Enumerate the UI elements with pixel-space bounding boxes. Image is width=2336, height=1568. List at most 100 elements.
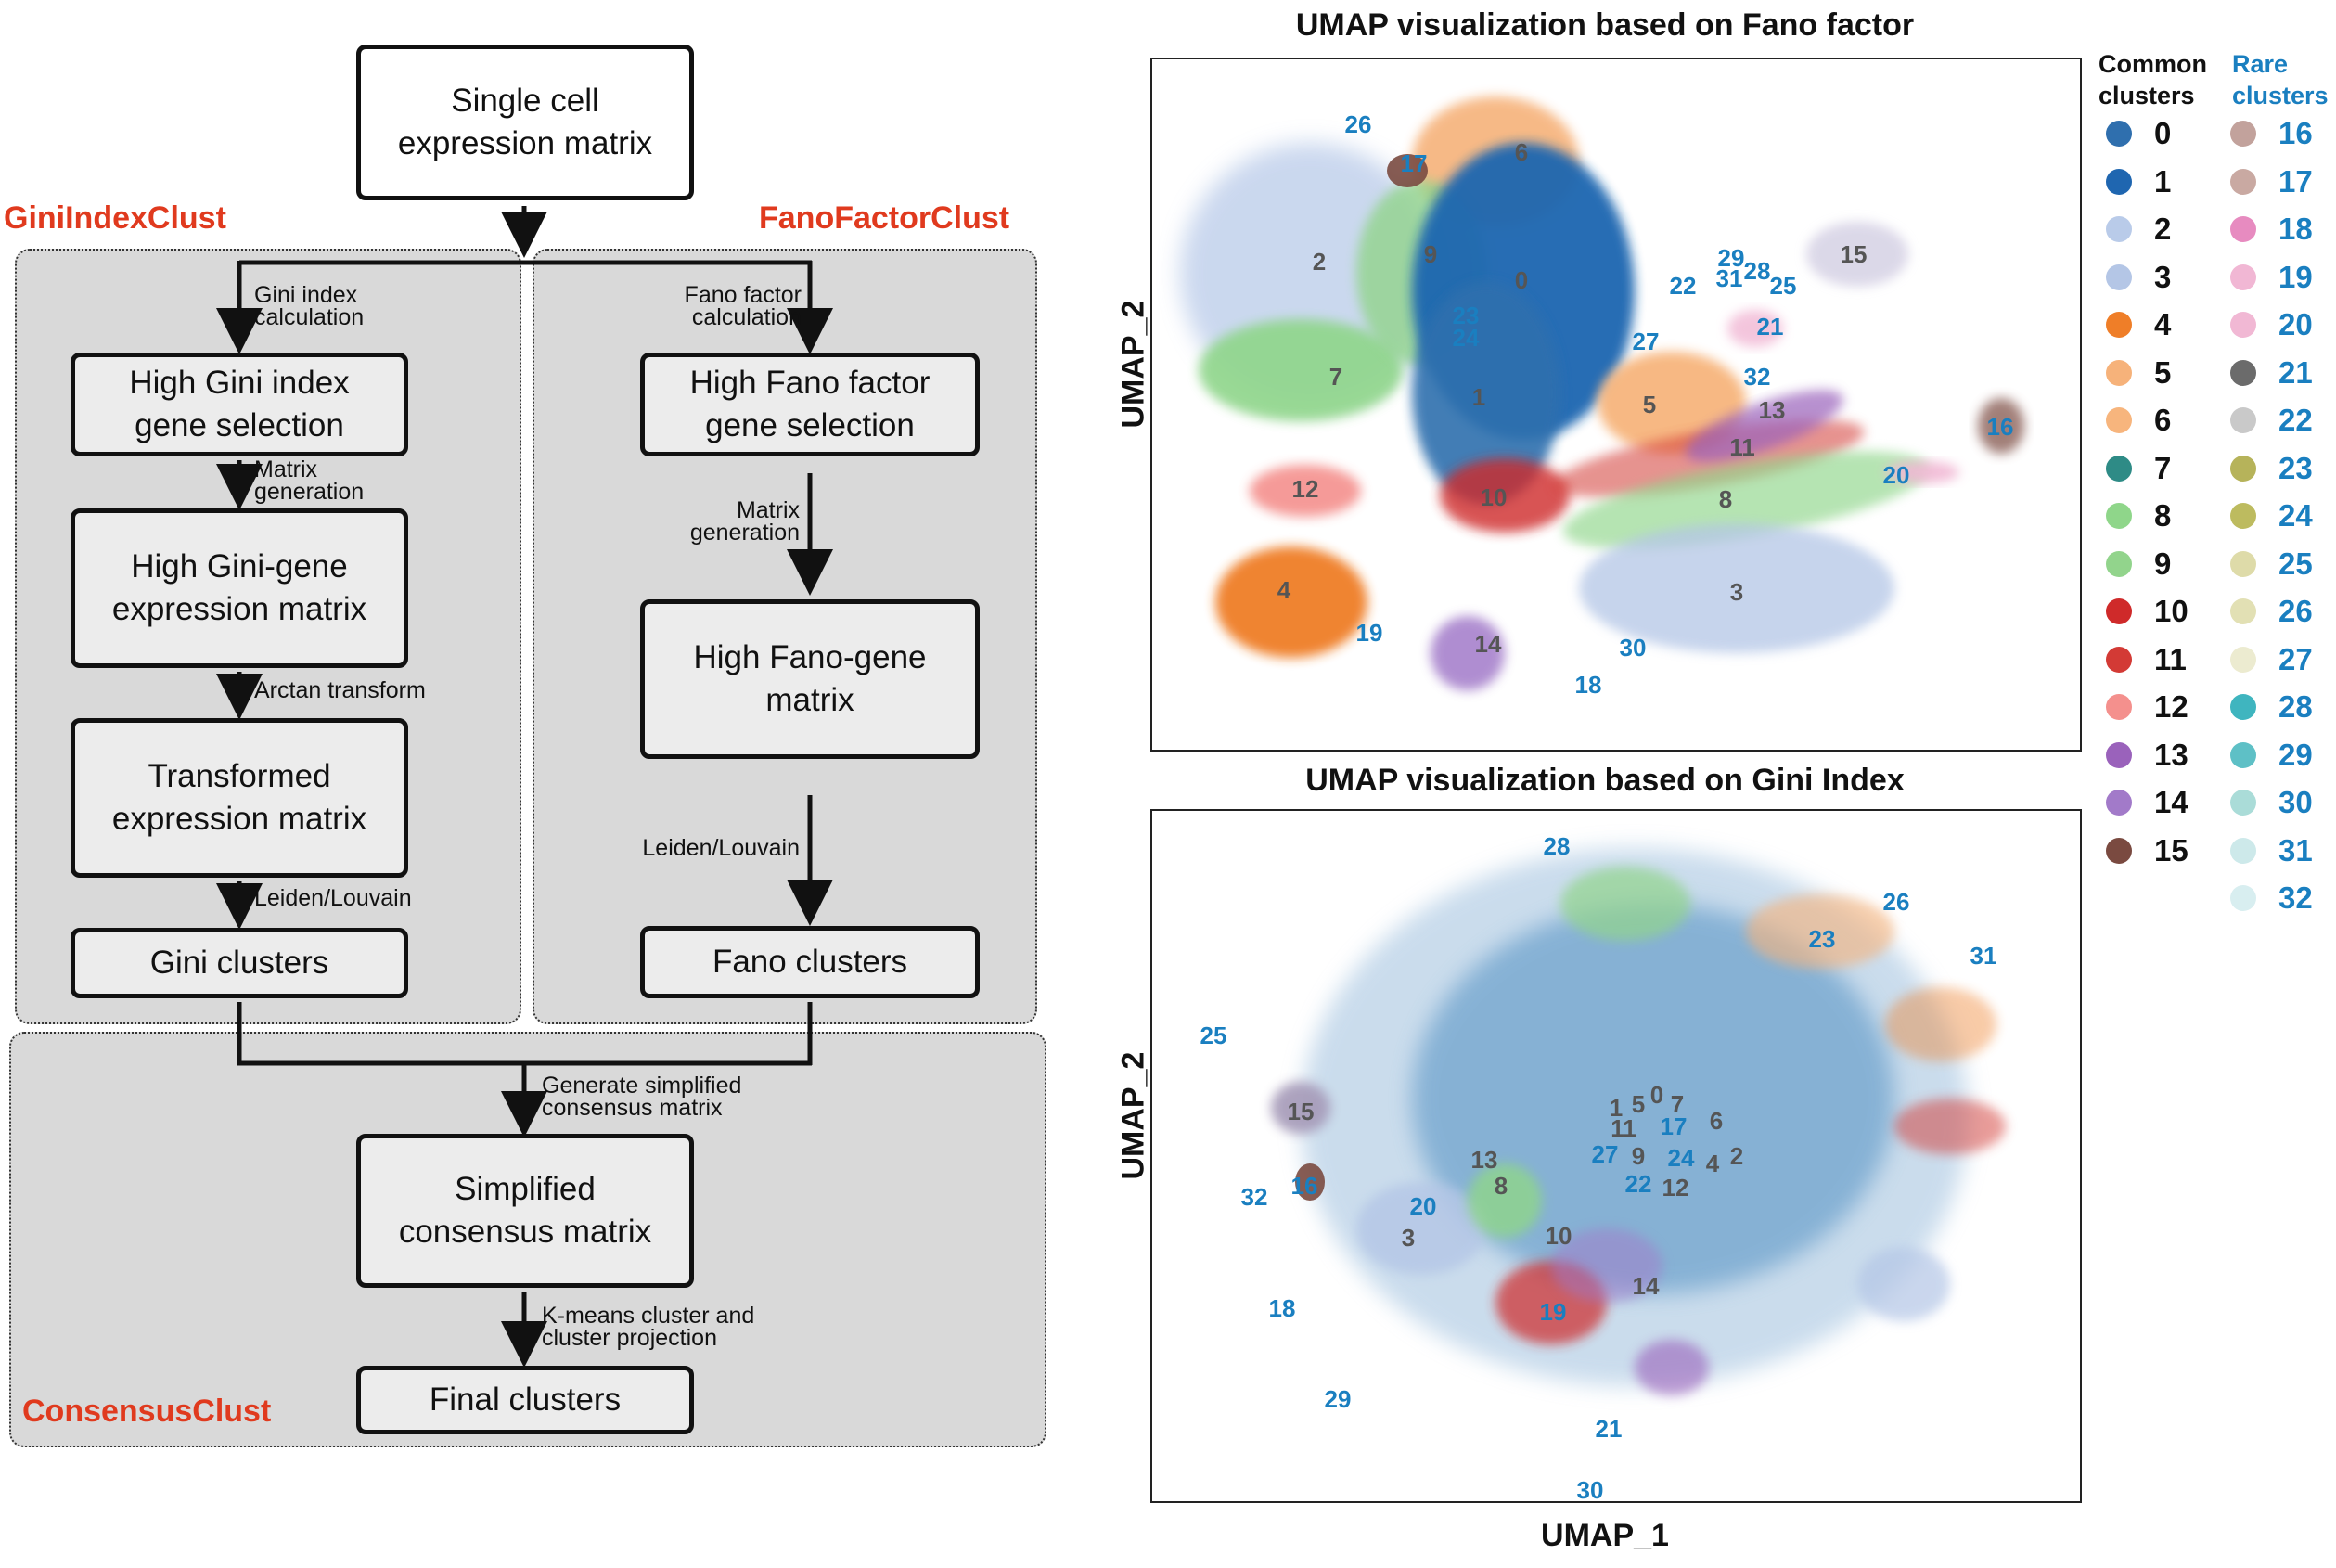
rare-cluster-label: 29: [1718, 244, 1745, 272]
step-kmeans-projection: K-means cluster and cluster projection: [542, 1303, 755, 1351]
common-cluster-label: 9: [1424, 240, 1437, 268]
common-cluster-label: 7: [1671, 1090, 1684, 1118]
legend-label: 29: [2278, 737, 2313, 772]
rare-legend-item: 29: [2230, 733, 2313, 778]
fano-region-13: [1685, 390, 1844, 462]
rare-cluster-label: 26: [1345, 110, 1372, 138]
rare-legend-item: 20: [2230, 302, 2313, 347]
common-legend-item: 7: [2106, 446, 2171, 491]
legend-label: 12: [2154, 689, 2188, 724]
rare-cluster-label: 17: [1401, 149, 1428, 177]
step-gini-calculation: Gini index calculation: [254, 282, 365, 330]
rare-cluster-label: 30: [1577, 1476, 1604, 1503]
rare-cluster-label: 19: [1540, 1298, 1567, 1326]
gini-region-3: [1356, 1182, 1486, 1275]
rare-legend-item: 28: [2230, 685, 2313, 729]
fano-umap-title: UMAP visualization based on Fano factor: [1295, 7, 1915, 43]
common-legend-item: 4: [2106, 302, 2171, 347]
input-matrix-box: Single cell expression matrix: [356, 45, 694, 200]
step-fano-matrix-generation: Matrix generation: [689, 497, 800, 546]
rare-legend-item: 27: [2230, 637, 2313, 682]
common-cluster-label: 0: [1515, 266, 1528, 294]
rare-cluster-label: 22: [1625, 1170, 1652, 1198]
common-legend-item: 2: [2106, 207, 2171, 251]
rare-cluster-label: 30: [1620, 634, 1647, 662]
legend-label: 17: [2278, 163, 2313, 199]
rare-legend-item: 31: [2230, 829, 2313, 873]
rare-cluster-label: 16: [1987, 413, 2014, 441]
common-legend-item: 1: [2106, 160, 2171, 204]
rare-cluster-label: 16: [1291, 1172, 1318, 1200]
fano-region-20: [1885, 461, 1959, 483]
step-fano-calculation: Fano factor calculation: [684, 282, 802, 330]
common-cluster-label: 9: [1632, 1142, 1645, 1170]
legend-swatch: [2106, 407, 2132, 433]
legend-swatch: [2230, 121, 2256, 147]
common-cluster-label: 11: [1729, 433, 1755, 461]
legend-swatch: [2106, 263, 2132, 290]
rare-cluster-label: 26: [1883, 888, 1910, 916]
common-cluster-label: 15: [1288, 1098, 1315, 1125]
common-legend-item: 10: [2106, 589, 2188, 634]
legend-swatch: [2230, 407, 2256, 433]
legend-swatch: [2106, 598, 2132, 624]
rare-cluster-label: 32: [1241, 1183, 1268, 1211]
rare-cluster-label: 25: [1770, 272, 1797, 300]
gini-region-right-red: [1894, 1099, 2006, 1154]
rare-cluster-label: 31: [1716, 264, 1743, 292]
legend-label: 5: [2154, 354, 2172, 390]
gini-index-clust-label: GiniIndexClust: [4, 200, 226, 236]
common-cluster-label: 1: [1610, 1094, 1623, 1122]
fano-clusters-box: Fano clusters: [640, 926, 980, 998]
common-legend-item: 0: [2106, 111, 2171, 156]
rare-legend-item: 16: [2230, 111, 2313, 156]
rare-cluster-label: 28: [1744, 257, 1771, 285]
common-cluster-label: 15: [1841, 240, 1868, 268]
legend-label: 20: [2278, 307, 2313, 341]
legend-label: 2: [2154, 212, 2172, 246]
step-generate-consensus: Generate simplified consensus matrix: [542, 1073, 742, 1121]
common-cluster-label: 10: [1546, 1222, 1572, 1250]
common-legend-item: 9: [2106, 542, 2171, 586]
gini-region-8: [1468, 1163, 1542, 1238]
fano-region-21: [1727, 310, 1783, 347]
legend-swatch: [2106, 359, 2132, 386]
step-arctan-transform: Arctan transform: [254, 677, 426, 703]
legend-label: 14: [2154, 785, 2188, 819]
legend-swatch: [2230, 885, 2256, 911]
rare-cluster-label: 23: [1453, 302, 1480, 329]
legend-swatch: [2106, 312, 2132, 338]
common-cluster-label: 8: [1495, 1172, 1508, 1200]
gini-region-top-green: [1560, 867, 1690, 941]
fano-region-4: [1215, 546, 1367, 658]
legend-swatch: [2230, 837, 2256, 864]
common-legend-item: 13: [2106, 733, 2188, 778]
step-fano-leiden: Leiden/Louvain: [642, 835, 800, 861]
common-cluster-label: 11: [1611, 1114, 1636, 1142]
rare-cluster-label: 17: [1661, 1112, 1688, 1140]
rare-cluster-label: 24: [1668, 1144, 1695, 1172]
common-cluster-label: 2: [1730, 1142, 1743, 1170]
rare-cluster-label: 29: [1325, 1385, 1352, 1413]
common-cluster-label: 8: [1719, 485, 1732, 513]
common-cluster-label: 3: [1402, 1224, 1415, 1252]
fano-region-15: [1806, 222, 1908, 287]
gini-gene-selection-box: High Gini index gene selection: [71, 353, 408, 456]
rare-cluster-label: 25: [1200, 1022, 1227, 1049]
legend-label: 18: [2278, 212, 2313, 246]
rare-cluster-label: 19: [1356, 619, 1383, 647]
common-cluster-label: 5: [1643, 391, 1656, 418]
legend-swatch: [2106, 790, 2132, 816]
common-legend-item: 11: [2106, 637, 2187, 682]
legend-swatch: [2106, 503, 2132, 529]
fano-gene-selection-box: High Fano factor gene selection: [640, 353, 980, 456]
gini-clusters-box: Gini clusters: [71, 928, 408, 998]
legend-swatch: [2230, 646, 2256, 673]
legend-swatch: [2230, 216, 2256, 242]
rare-cluster-label: 27: [1633, 328, 1660, 355]
rare-legend-item: 21: [2230, 351, 2313, 395]
legend-swatch: [2230, 312, 2256, 338]
legend-swatch: [2230, 455, 2256, 482]
